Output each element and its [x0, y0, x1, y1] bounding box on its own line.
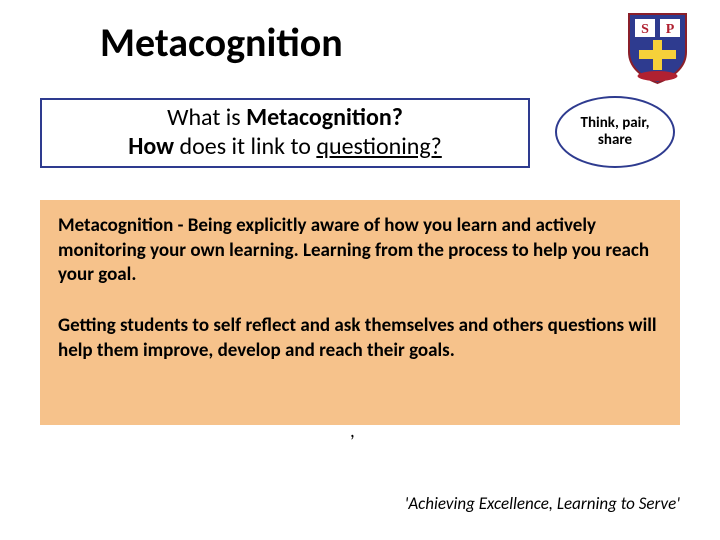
prompt-line-1: What is Metacognition? [167, 104, 403, 133]
text-bold: Metacognition? [246, 103, 403, 132]
think-pair-share-bubble: Think, pair, share [555, 96, 675, 168]
text-bold: How [128, 132, 179, 161]
definition-paragraph-1: Metacognition - Being explicitly aware o… [58, 214, 662, 288]
definition-paragraph-2: Getting students to self reflect and ask… [58, 314, 662, 363]
text: does it link to [180, 132, 317, 161]
school-crest-logo: S P [625, 10, 690, 85]
page-title: Metacognition [100, 18, 343, 67]
stray-text: , [350, 420, 355, 443]
prompt-question-box: What is Metacognition? How does it link … [40, 98, 530, 168]
svg-text:S: S [641, 22, 649, 37]
bubble-line-2: share [598, 132, 632, 149]
text: What is [167, 103, 246, 132]
prompt-line-2: How does it link to questioning? [128, 133, 442, 162]
text-underline: questioning? [316, 132, 441, 161]
bubble-line-1: Think, pair, [581, 115, 650, 132]
footer-motto: 'Achieving Excellence, Learning to Serve… [405, 493, 680, 514]
svg-text:P: P [666, 22, 675, 37]
definition-content-box: Metacognition - Being explicitly aware o… [40, 200, 680, 425]
